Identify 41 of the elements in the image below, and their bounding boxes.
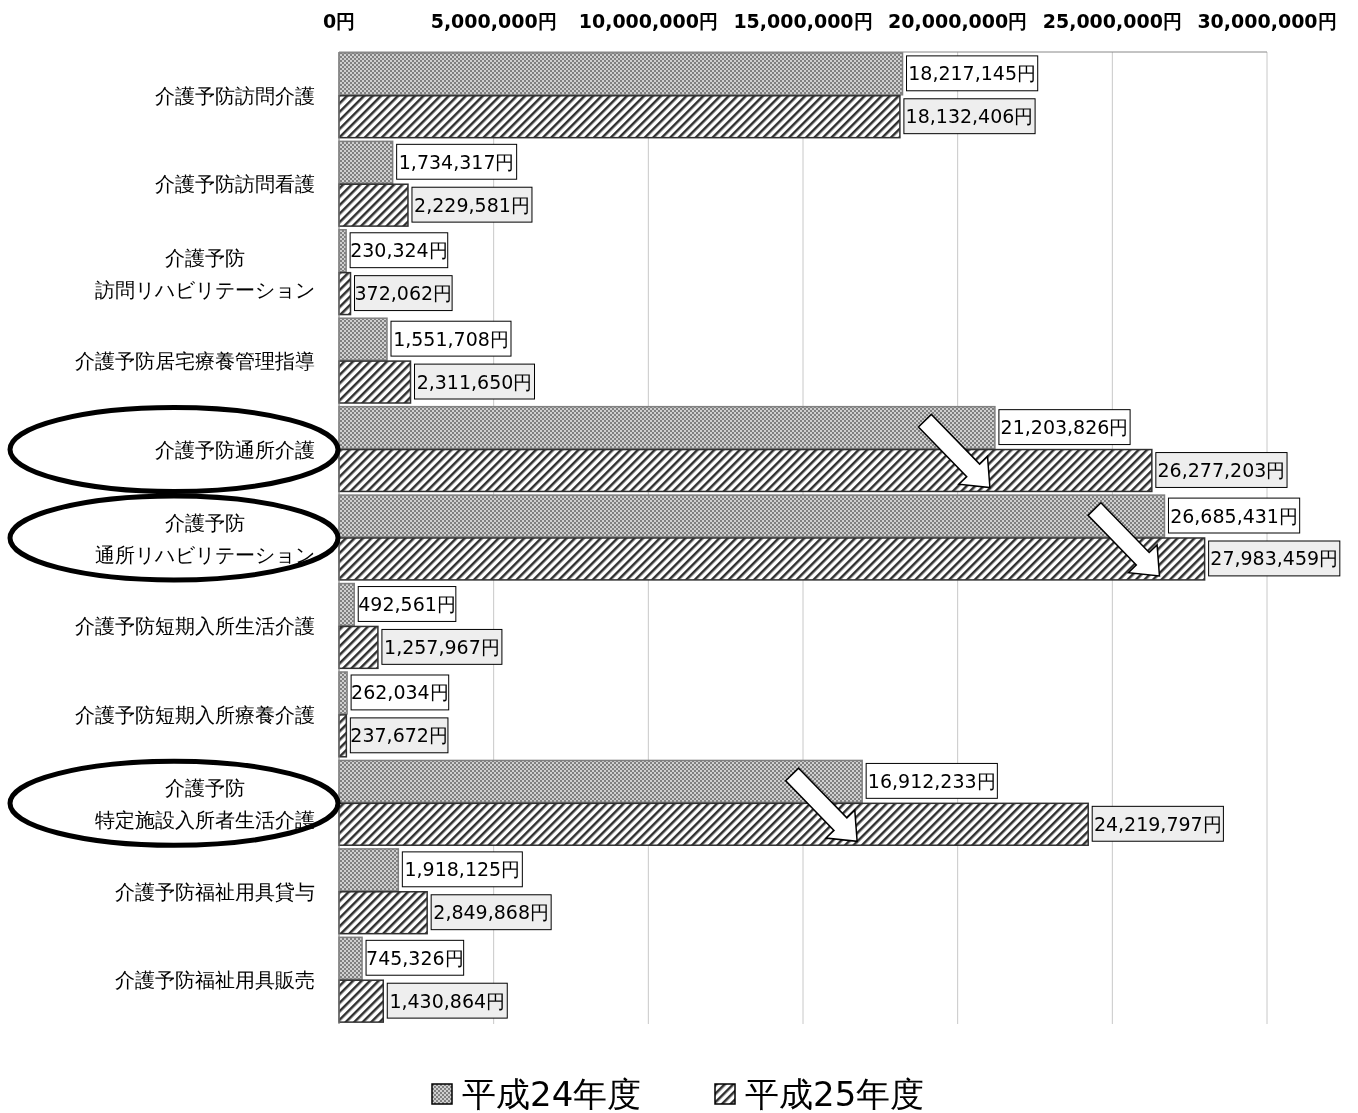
x-tick-label: 20,000,000円 <box>888 10 1028 32</box>
y-tick-label: 介護予防訪問介護 <box>155 83 315 108</box>
y-tick-label: 介護予防通所リハビリテーション <box>95 511 315 567</box>
data-label: 18,132,406円 <box>905 105 1034 128</box>
y-tick-label: 介護予防居宅療養管理指導 <box>75 349 315 374</box>
data-label: 237,672円 <box>350 724 448 747</box>
y-tick-label: 介護予防福祉用具貸与 <box>115 879 315 904</box>
x-tick-label: 10,000,000円 <box>578 10 718 32</box>
data-label: 1,734,317円 <box>398 150 515 173</box>
data-label: 16,912,233円 <box>867 769 996 792</box>
data-label: 1,918,125円 <box>404 858 521 881</box>
data-label: 26,277,203円 <box>1157 459 1286 481</box>
data-label: 18,217,145円 <box>908 62 1037 85</box>
legend-label: 平成25年度 <box>745 1074 925 1113</box>
data-label: 230,324円 <box>350 239 448 262</box>
data-label: 262,034円 <box>351 681 449 704</box>
x-tick-label: 5,000,000円 <box>430 10 557 32</box>
data-label: 2,229,581円 <box>414 193 530 216</box>
data-label: 21,203,826円 <box>1000 416 1129 439</box>
data-label: 372,062円 <box>354 282 453 305</box>
x-tick-label: 15,000,000円 <box>733 10 873 32</box>
y-tick-label: 介護予防福祉用具販売 <box>115 968 315 993</box>
y-tick-label: 介護予防訪問リハビリテーション <box>95 245 315 302</box>
data-label: 1,551,708円 <box>393 327 509 350</box>
data-label: 2,849,868円 <box>433 901 550 924</box>
legend-label: 平成24年度 <box>462 1074 642 1113</box>
data-label: 26,685,431円 <box>1170 504 1298 527</box>
data-label: 492,561円 <box>358 593 456 615</box>
data-label: 2,311,650円 <box>416 370 533 393</box>
y-tick-label: 介護予防短期入所生活介護 <box>75 614 315 639</box>
data-label: 27,983,459円 <box>1210 547 1339 570</box>
data-label: 745,326円 <box>366 946 464 969</box>
data-label: 1,257,967円 <box>384 635 500 658</box>
x-tick-label: 25,000,000円 <box>1042 10 1182 32</box>
x-tick-label: 30,000,000円 <box>1197 10 1337 32</box>
x-tick-label: 0円 <box>322 10 356 32</box>
data-label: 24,219,797円 <box>1093 812 1222 835</box>
y-tick-label: 介護予防通所介護 <box>155 437 315 462</box>
y-tick-label: 介護予防訪問看護 <box>155 172 315 197</box>
data-label: 1,430,864円 <box>389 989 506 1012</box>
y-tick-label: 介護予防短期入所療養介護 <box>75 702 315 727</box>
